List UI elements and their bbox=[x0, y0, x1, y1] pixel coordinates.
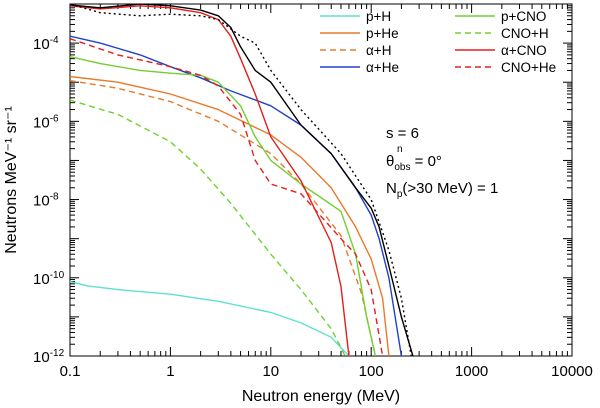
series-line--h bbox=[70, 79, 377, 356]
x-tick-label: 100 bbox=[359, 363, 384, 380]
x-axis-label: Neutron energy (MeV) bbox=[242, 388, 400, 405]
x-tick-label: 1 bbox=[166, 363, 174, 380]
axis-ticks bbox=[69, 3, 573, 357]
series-line--cno bbox=[70, 5, 350, 356]
x-tick-labels: 0.1 1 10 100 1000 10000 bbox=[60, 363, 593, 380]
annotation-theta: θobs = 0° bbox=[386, 153, 442, 173]
legend-label: CNO+H bbox=[501, 26, 549, 41]
series-group bbox=[70, 4, 414, 356]
annotation-block: s = 6 θobs = 0° n Np(>30 MeV) = 1 bbox=[386, 125, 498, 200]
series-line-total-dotted bbox=[70, 4, 412, 356]
y-axis-label: Neutrons MeV⁻¹ sr⁻¹ bbox=[3, 106, 20, 254]
series-line-p-he bbox=[70, 75, 390, 356]
series-line-total bbox=[70, 4, 414, 356]
x-tick-label: 10000 bbox=[551, 363, 593, 380]
legend-label: α+CNO bbox=[501, 43, 547, 58]
y-tick-label: 10-10 bbox=[33, 270, 65, 288]
legend-label: α+H bbox=[366, 43, 391, 58]
x-tick-label: 0.1 bbox=[60, 363, 81, 380]
plot-frame bbox=[69, 3, 573, 357]
legend-label: CNO+He bbox=[501, 60, 556, 75]
series-line-p-cno bbox=[70, 56, 377, 356]
series-line-cno-he bbox=[70, 38, 384, 356]
legend-label: p+CNO bbox=[501, 9, 546, 24]
annotation-s: s = 6 bbox=[386, 125, 419, 142]
legend-label: p+H bbox=[366, 9, 391, 24]
y-tick-label: 10-6 bbox=[33, 113, 59, 131]
y-tick-labels: 10-12 10-10 10-8 10-6 10-4 bbox=[33, 35, 65, 366]
annotation-theta-superscript: n bbox=[397, 144, 403, 155]
legend-label: p+He bbox=[366, 26, 399, 41]
x-tick-label: 1000 bbox=[455, 363, 488, 380]
x-tick-label: 10 bbox=[262, 363, 279, 380]
y-tick-label: 10-4 bbox=[33, 35, 59, 53]
series-line-cno-h bbox=[70, 99, 346, 356]
legend-label: α+He bbox=[366, 60, 399, 75]
y-tick-label: 10-8 bbox=[33, 192, 59, 210]
series-line--he bbox=[70, 35, 403, 356]
series-line-p-h bbox=[70, 280, 350, 356]
legend: p+H p+He α+H α+He p+CNO CNO+H α+CNO CNO+He bbox=[320, 9, 556, 75]
y-tick-label: 10-12 bbox=[33, 348, 65, 366]
annotation-np: Np(>30 MeV) = 1 bbox=[386, 180, 498, 200]
